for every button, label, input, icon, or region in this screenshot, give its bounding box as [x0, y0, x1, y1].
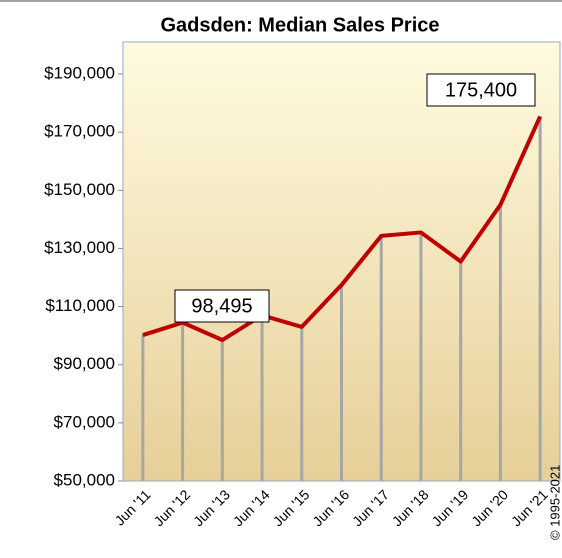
x-tick-label: Jun '12 [150, 486, 193, 529]
y-tick-label: $170,000 [44, 122, 115, 141]
x-tick-label: Jun '11 [111, 486, 153, 528]
annotation-text: 98,495 [191, 295, 252, 317]
x-tick-label: Jun '16 [309, 486, 352, 529]
annotation-text: 175,400 [445, 79, 517, 101]
copyright: © 1995-2021 [547, 465, 562, 540]
x-tick-label: Jun '20 [468, 486, 511, 529]
y-tick-label: $150,000 [44, 180, 115, 199]
x-tick-label: Jun '21 [508, 486, 551, 529]
annotation: 175,400 [426, 73, 536, 107]
y-tick-label: $190,000 [44, 63, 115, 82]
x-tick-label: Jun '17 [349, 486, 392, 529]
annotation-box [426, 73, 536, 107]
price-line [142, 115, 542, 343]
x-tick-label: Jun '13 [190, 486, 233, 529]
x-tick-label: Jun '14 [230, 486, 273, 529]
chart-title: Gadsden: Median Sales Price [161, 14, 440, 36]
x-tick-label: Jun '15 [270, 486, 313, 529]
y-tick-label: $50,000 [54, 470, 115, 489]
annotation-box [174, 289, 270, 323]
y-tick-label: $70,000 [54, 412, 115, 431]
annotation: 98,495 [174, 289, 270, 323]
x-tick-label: Jun '19 [428, 486, 471, 529]
y-tick-label: $90,000 [54, 354, 115, 373]
y-tick-label: $110,000 [45, 296, 115, 315]
y-tick-label: $130,000 [44, 238, 115, 257]
x-tick-label: Jun '18 [389, 486, 432, 529]
